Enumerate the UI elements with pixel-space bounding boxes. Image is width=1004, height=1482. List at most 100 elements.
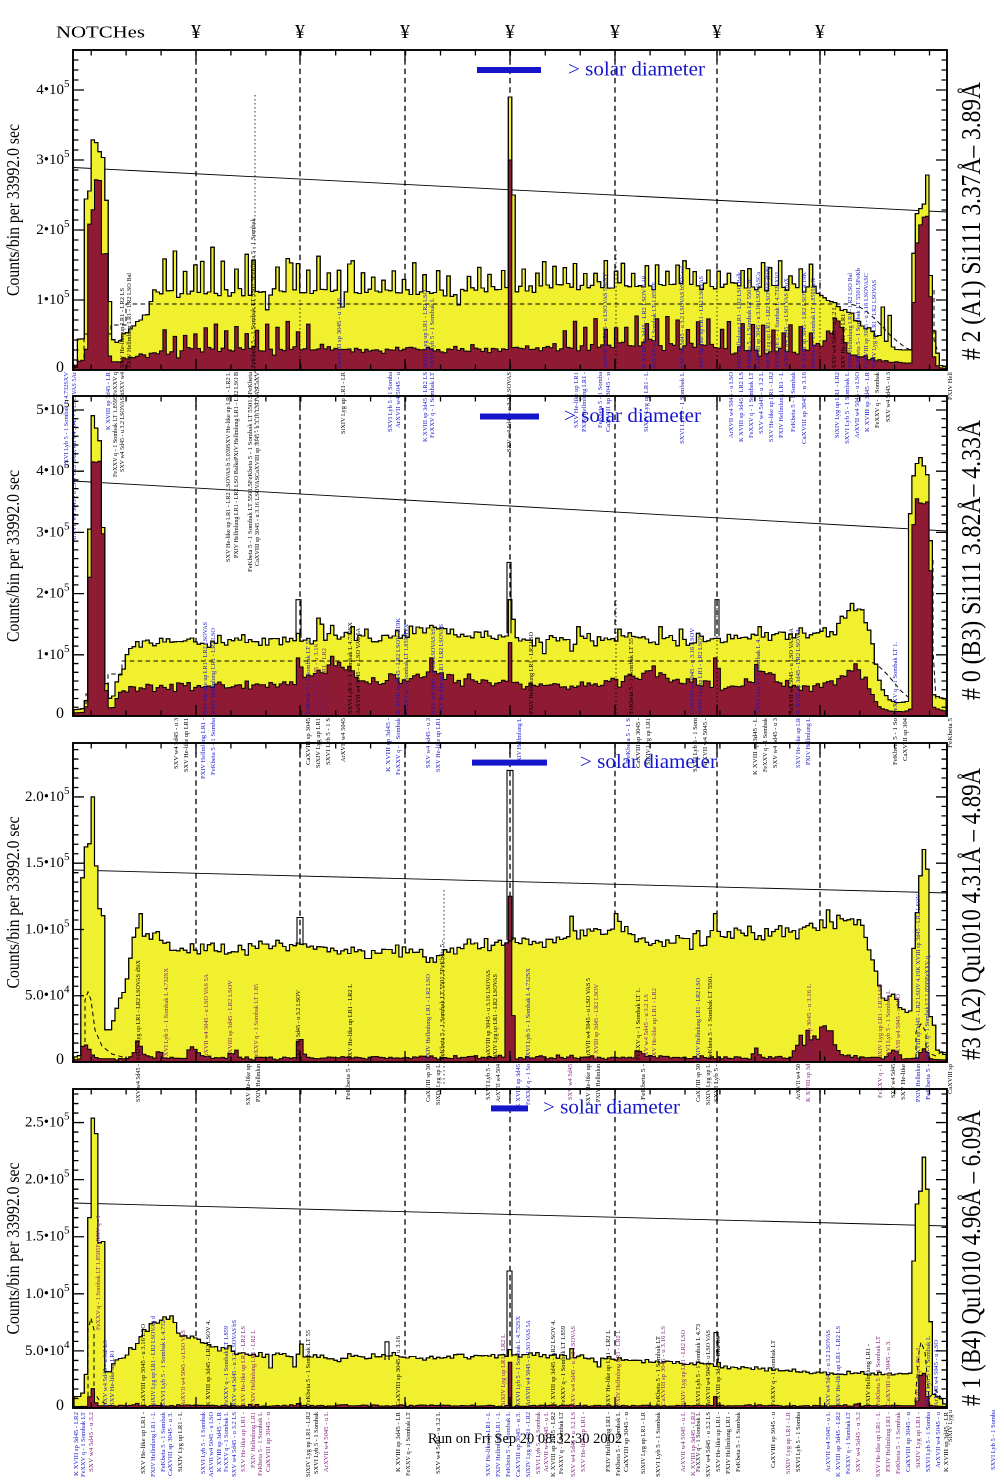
svg-text:1.5•10: 1.5•10 bbox=[25, 1229, 64, 1245]
svg-text:SXV He-like up LR1 -: SXV He-like up LR1 - bbox=[580, 1412, 587, 1472]
svg-text:SXV w4 5d45 - u 3.2 LSOVAS bSX: SXV w4 5d45 - u 3.2 LSOVAS bSXV w4 bbox=[119, 372, 126, 472]
svg-text:SXV w4 5d45 - u 3.2 LSOVAS bS: SXV w4 5d45 - u 3.2 LSOVAS bS bbox=[231, 1319, 238, 1406]
svg-text:PXIV Hellmlung LR1: PXIV Hellmlung LR1 bbox=[250, 1412, 257, 1468]
svg-text:¥: ¥ bbox=[610, 22, 620, 43]
svg-text:NOTCHes: NOTCHes bbox=[56, 23, 145, 42]
svg-text:FeKbeta 5 -: FeKbeta 5 - bbox=[345, 1064, 352, 1100]
svg-text:SXVI Lyb 5 - 1 Sombak: SXVI Lyb 5 - 1 Sombak bbox=[313, 1411, 320, 1474]
svg-text:SiXIV Lyg up LR1 - LR2 LSOVAS: SiXIV Lyg up LR1 - LR2 LSOVAS bbox=[871, 279, 878, 368]
svg-text:PXIV Hellmlung LR1 - L: PXIV Hellmlung LR1 - L bbox=[778, 372, 785, 438]
svg-text:5: 5 bbox=[64, 398, 70, 410]
svg-text:SiXIV Lyg up L: SiXIV Lyg up L bbox=[435, 1064, 442, 1105]
svg-text:SiXIV Lyg up LR1 - LR2 LSOV: SiXIV Lyg up LR1 - LR2 LSOV bbox=[697, 633, 704, 714]
svg-text:5: 5 bbox=[64, 1111, 70, 1123]
svg-text:K XVIII sp 3d45 - LR2: K XVIII sp 3d45 - LR2 bbox=[73, 1412, 80, 1476]
svg-text:CaXVIII sp 3045 - u 3.: CaXVIII sp 3045 - u 3. bbox=[167, 1412, 174, 1476]
svg-text:SXV w4 5d45 - u 3.2: SXV w4 5d45 - u 3.2 bbox=[88, 1412, 95, 1472]
svg-text:SiXIV Lyg up LR1 - LR2 LSOVAS: SiXIV Lyg up LR1 - LR2 LSOVAS dSiXI bbox=[765, 266, 772, 368]
svg-text:SXVI Lyb 5 - 1 Som: SXVI Lyb 5 - 1 Som bbox=[692, 718, 699, 772]
svg-text:SXV He-like up LR1: SXV He-like up LR1 bbox=[573, 372, 580, 428]
svg-text:ArXVII w4 5045 - u LSO: ArXVII w4 5045 - u LSO bbox=[895, 993, 902, 1060]
svg-text:SXVI Lyb 5 - 1 Sombak L 4.732S: SXVI Lyb 5 - 1 Sombak L 4.732SX bbox=[515, 1315, 522, 1406]
svg-text:SXVI Lyb 5 - 1 Sombak L: SXVI Lyb 5 - 1 Sombak L bbox=[429, 298, 436, 368]
svg-text:SXVI Lyb 5 - 1 Sombak L 4.732S: SXVI Lyb 5 - 1 Sombak L 4.732SXVI bbox=[774, 272, 781, 368]
svg-text:SXV w4 5d45 - u 3: SXV w4 5d45 - u 3 bbox=[885, 372, 892, 422]
svg-text:SXV w4 5d45 - u 3.2 L: SXV w4 5d45 - u 3.2 L bbox=[758, 372, 765, 434]
svg-text:SXV He-like up LR1 - LR2 LS: SXV He-like up LR1 - LR2 LS bbox=[240, 1325, 247, 1406]
svg-text:Counts/bin per 33992.0 sec: Counts/bin per 33992.0 sec bbox=[3, 816, 23, 988]
svg-text:FeXXV q - 1 So: FeXXV q - 1 So bbox=[525, 1064, 532, 1105]
svg-text:FeKbeta 5 - 1 Sombak: FeKbeta 5 - 1 Sombak bbox=[735, 1411, 742, 1472]
svg-text:FeKbeta 5 -: FeKbeta 5 - bbox=[640, 1064, 647, 1100]
svg-text:2•10: 2•10 bbox=[36, 586, 64, 602]
svg-text:SXVI Lyb 5 - 1 Somba: SXVI Lyb 5 - 1 Somba bbox=[925, 1412, 932, 1472]
svg-text:SXV He-like: SXV He-like bbox=[900, 1064, 907, 1100]
svg-text:5: 5 bbox=[64, 1168, 70, 1180]
svg-text:5: 5 bbox=[64, 520, 70, 532]
svg-text:K XVIII sp 3d45 - LR2 LSOV: K XVIII sp 3d45 - LR2 LSOV bbox=[227, 979, 234, 1060]
svg-text:SXVI Lyb 5 - 1 Somba: SXVI Lyb 5 - 1 Somba bbox=[990, 1410, 997, 1470]
svg-text:FeXXV q - 1 Sombak: FeXXV q - 1 Sombak bbox=[395, 717, 402, 775]
svg-text:FeKbeta 5 - 1 Sombak LT 55: FeKbeta 5 - 1 Sombak LT 55 bbox=[305, 1330, 312, 1406]
svg-text:K XVIII sp 3d45 - LR2 LSOV 4.1: K XVIII sp 3d45 - LR2 LSOV 4.19 bbox=[641, 276, 648, 368]
svg-text:2•10: 2•10 bbox=[36, 222, 64, 238]
svg-text:SXV He-like up LR1 - L: SXV He-like up LR1 - L bbox=[875, 1412, 882, 1477]
svg-text:SXV He-like up LR1 - LR2 L: SXV He-like up LR1 - LR2 L bbox=[605, 1330, 612, 1406]
svg-text:FeKbeta 5 - 1 Sombak LT 5501.5: FeKbeta 5 - 1 Sombak LT 5501.5F bbox=[746, 277, 753, 368]
svg-text:K XVIII sp 3d45 - LR2 LSOV: K XVIII sp 3d45 - LR2 LSOV bbox=[593, 983, 600, 1060]
svg-text:FeXXV q - 1 Sombak LT: FeXXV q - 1 Sombak LT bbox=[770, 1340, 777, 1406]
svg-text:SXV w4 5d45 - u 3.2 LS: SXV w4 5d45 - u 3.2 LS bbox=[102, 1339, 109, 1406]
svg-text:ArXVII w4 5045 - u LSO VAS: ArXVII w4 5045 - u LSO VAS bbox=[705, 1329, 712, 1406]
svg-text:CaXVIII sp 3045: CaXVIII sp 3045 bbox=[305, 718, 312, 765]
svg-text:SXV w4 5d45 - u 3.2 L: SXV w4 5d45 - u 3.2 L bbox=[831, 306, 838, 368]
svg-text:5•10: 5•10 bbox=[36, 402, 64, 418]
svg-text:3•10: 3•10 bbox=[36, 152, 64, 168]
svg-text:SiXIV Lyg up LR1 - LR2 LSOVAS: SiXIV Lyg up LR1 - LR2 LSOVAS dSiX bbox=[135, 959, 142, 1060]
svg-text:SiXIV Lyg up LR1 - LR2 LSO: SiXIV Lyg up LR1 - LR2 LSO bbox=[422, 289, 429, 368]
svg-text:SXVI Lyb 5 - 1 Sombak L: SXVI Lyb 5 - 1 Sombak L bbox=[679, 372, 686, 444]
svg-text:FeKbeta 5 - 1 Somba: FeKbeta 5 - 1 Somba bbox=[597, 372, 604, 428]
svg-text:SXV w4 5d45: SXV w4 5d45 bbox=[890, 1064, 897, 1098]
svg-text:SXV He-like up LR1 - LR2: SXV He-like up LR1 - LR2 bbox=[768, 372, 775, 442]
svg-text:FeKbeta 5 - 1 Sombak LT 5501.5: FeKbeta 5 - 1 Sombak LT 5501.5FeKbeta 5 … bbox=[439, 940, 446, 1060]
svg-text:FeKbeta 5 - 1 Sombak LT: FeKbeta 5 - 1 Sombak LT bbox=[875, 1336, 882, 1406]
svg-text:CaXVIII sp 3045 - u 3.: CaXVIII sp 3045 - u 3. bbox=[515, 1411, 522, 1477]
svg-text:SXV He-like up: SXV He-like up bbox=[245, 1064, 252, 1105]
svg-text:FeKbeta 5 - 1 Sombak LT 5501.5: FeKbeta 5 - 1 Sombak LT 5501.5FeKbeta 5 … bbox=[247, 372, 254, 572]
svg-text:SXVI Lyb 5 - 1 Sombak L: SXVI Lyb 5 - 1 Sombak L bbox=[844, 372, 851, 444]
svg-text:> solar diameter: > solar diameter bbox=[580, 752, 718, 773]
svg-text:CaXVIII sp 3045 - u 3.16 LSO: CaXVIII sp 3045 - u 3.16 LSO bbox=[140, 1323, 147, 1406]
svg-text:K XVIII sp 3d45 - LR: K XVIII sp 3d45 - LR bbox=[105, 371, 112, 430]
svg-text:CaXVIII sp 3045 - u 3.16: CaXVIII sp 3045 - u 3.16 bbox=[801, 372, 808, 444]
svg-text:K XVIII sp 3d45 - LR: K XVIII sp 3d45 - LR bbox=[864, 371, 871, 432]
svg-text:SiXIV Lyg up LR1 - LR2 LSO: SiXIV Lyg up LR1 - LR2 LSO bbox=[680, 1329, 687, 1406]
svg-text:CaXVIII sp 3045 - u 3.16: CaXVIII sp 3045 - u 3.16 bbox=[336, 298, 343, 368]
svg-text:3•10: 3•10 bbox=[36, 524, 64, 540]
svg-text:#3 (A2) Qu1010 4.31Å – 4.89Å: #3 (A2) Qu1010 4.31Å – 4.89Å bbox=[956, 768, 986, 1060]
svg-text:5.0•10: 5.0•10 bbox=[25, 1343, 64, 1359]
svg-text:SXVI Lyb 5 - 1 Sombak L: SXVI Lyb 5 - 1 Sombak L bbox=[885, 990, 892, 1060]
svg-text:FeKbeta 5 - 1 Sombak: FeKbeta 5 - 1 Sombak bbox=[160, 1411, 167, 1472]
svg-text:FeXXV q - 1 Sombak LT: FeXXV q - 1 Sombak LT bbox=[405, 1412, 412, 1476]
svg-text:FeXXV q - 1 Sombak LT: FeXXV q - 1 Sombak LT bbox=[748, 372, 755, 438]
svg-text:SXV w4 5d45 - u 3.2 L: SXV w4 5d45 - u 3.2 L bbox=[435, 1412, 442, 1474]
svg-text:SXV w4 5d45 - u 3.2 LS: SXV w4 5d45 - u 3.2 LS bbox=[570, 1411, 577, 1477]
svg-text:FeXXV q - 1 Sombak LT 1.8595F: FeXXV q - 1 Sombak LT 1.8595F bbox=[651, 281, 658, 368]
svg-text:FeKbeta 5 - 1 Sombak: FeKbeta 5 - 1 Sombak bbox=[895, 1411, 902, 1474]
svg-text:PXIV Hellmlung LR1 -: PXIV Hellmlung LR1 - bbox=[725, 1412, 732, 1474]
svg-text:SXVI Lyb 5 - 1 Sombak: SXVI Lyb 5 - 1 Sombak bbox=[200, 1411, 207, 1474]
svg-text:0: 0 bbox=[56, 705, 64, 722]
svg-text:FeKbeta 5 - 1 Sombak L: FeKbeta 5 - 1 Sombak L bbox=[615, 1412, 622, 1476]
svg-text:CaXVIII sp 3045 - u: CaXVIII sp 3045 - u bbox=[605, 372, 612, 432]
svg-text:ArXVII w4 5045 - u LSO VAS 5Ar: ArXVII w4 5045 - u LSO VAS 5ArXV bbox=[602, 272, 609, 368]
svg-text:SiXIV Lyg up LR1 -: SiXIV Lyg up LR1 - bbox=[915, 1412, 922, 1468]
svg-text:SXV w4 5d45 - u 3.2 LS: SXV w4 5d45 - u 3.2 LS bbox=[231, 1411, 238, 1477]
svg-text:ArXVII w4 5045 - u LSO VAS 5Ar: ArXVII w4 5045 - u LSO VAS 5ArXVII w4 50… bbox=[71, 372, 78, 542]
svg-text:K XVIII sp 3d45 - LR2 LSOV 4.1: K XVIII sp 3d45 - LR2 LSOV 4.19K XVIII s… bbox=[915, 893, 922, 1060]
svg-text:FeKbeta 5 - 1 Sombak: FeKbeta 5 - 1 Sombak bbox=[790, 371, 797, 432]
svg-text:CaXVIII sp 30: CaXVIII sp 30 bbox=[695, 1064, 702, 1102]
svg-text:PXIV Hellmlung LR1 - LR2 LSO: PXIV Hellmlung LR1 - LR2 LSO bbox=[695, 977, 702, 1060]
svg-text:ArXVII w4 5045 - u L: ArXVII w4 5045 - u L bbox=[680, 1412, 687, 1472]
svg-text:ArXVII w4 5045 - u LSO VAS 5A: ArXVII w4 5045 - u LSO VAS 5A bbox=[525, 1319, 532, 1406]
svg-text:ArXVII w4 5045: ArXVII w4 5045 bbox=[340, 718, 347, 762]
